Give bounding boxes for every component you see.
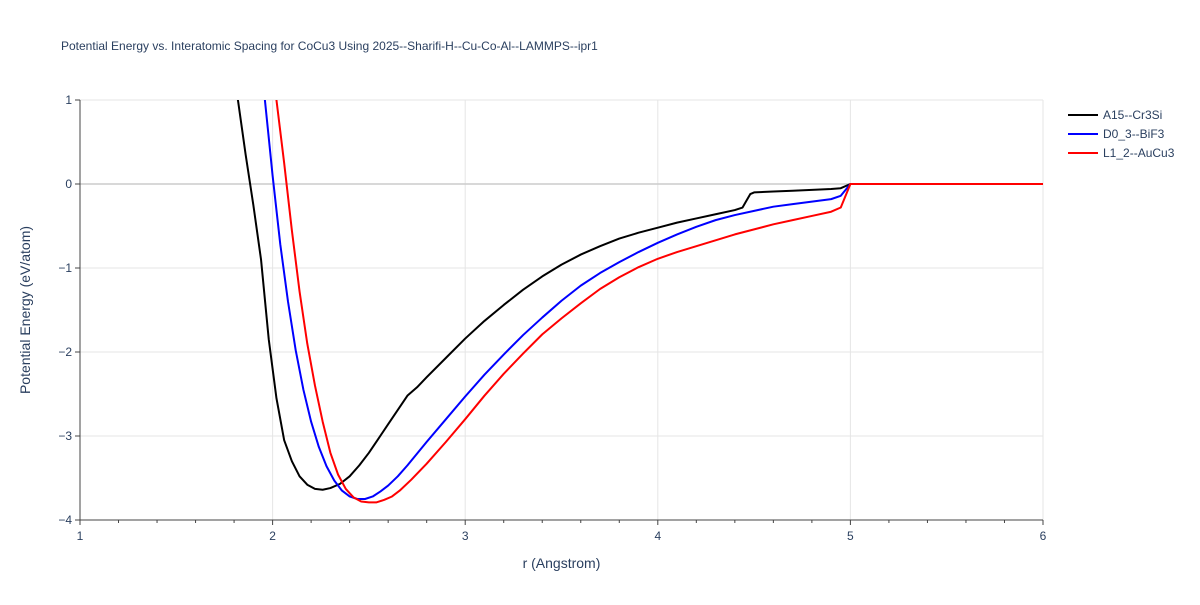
y-tick-label: −1 xyxy=(58,261,72,275)
y-axis-label: Potential Energy (eV/atom) xyxy=(17,226,33,394)
x-axis-label: r (Angstrom) xyxy=(523,555,601,571)
series-line-0 xyxy=(236,100,1043,491)
x-tick-label: 3 xyxy=(462,529,469,543)
y-tick-label: 0 xyxy=(65,177,72,191)
x-tick-label: 4 xyxy=(654,529,661,543)
y-tick-label: −4 xyxy=(58,513,72,527)
x-tick-label: 2 xyxy=(269,529,276,543)
y-tick-label: −2 xyxy=(58,345,72,359)
y-tick-label: −3 xyxy=(58,429,72,443)
series-lines xyxy=(236,100,1043,504)
x-tick-label: 5 xyxy=(847,529,854,543)
legend-label-1: D0_3--BiF3 xyxy=(1103,127,1165,141)
legend-label-2: L1_2--AuCu3 xyxy=(1103,146,1175,160)
x-tick-label: 6 xyxy=(1040,529,1047,543)
series-line-1 xyxy=(263,100,1043,500)
legend-label-0: A15--Cr3Si xyxy=(1103,108,1162,122)
axes: 1 2 3 4 5 6 −4 −3 −2 −1 0 1 xyxy=(58,93,1046,543)
y-tick-label: 1 xyxy=(65,93,72,107)
x-tick-label: 1 xyxy=(77,529,84,543)
chart-title: Potential Energy vs. Interatomic Spacing… xyxy=(61,39,598,53)
legend: A15--Cr3Si D0_3--BiF3 L1_2--AuCu3 xyxy=(1068,108,1175,160)
series-line-2 xyxy=(275,100,1043,504)
